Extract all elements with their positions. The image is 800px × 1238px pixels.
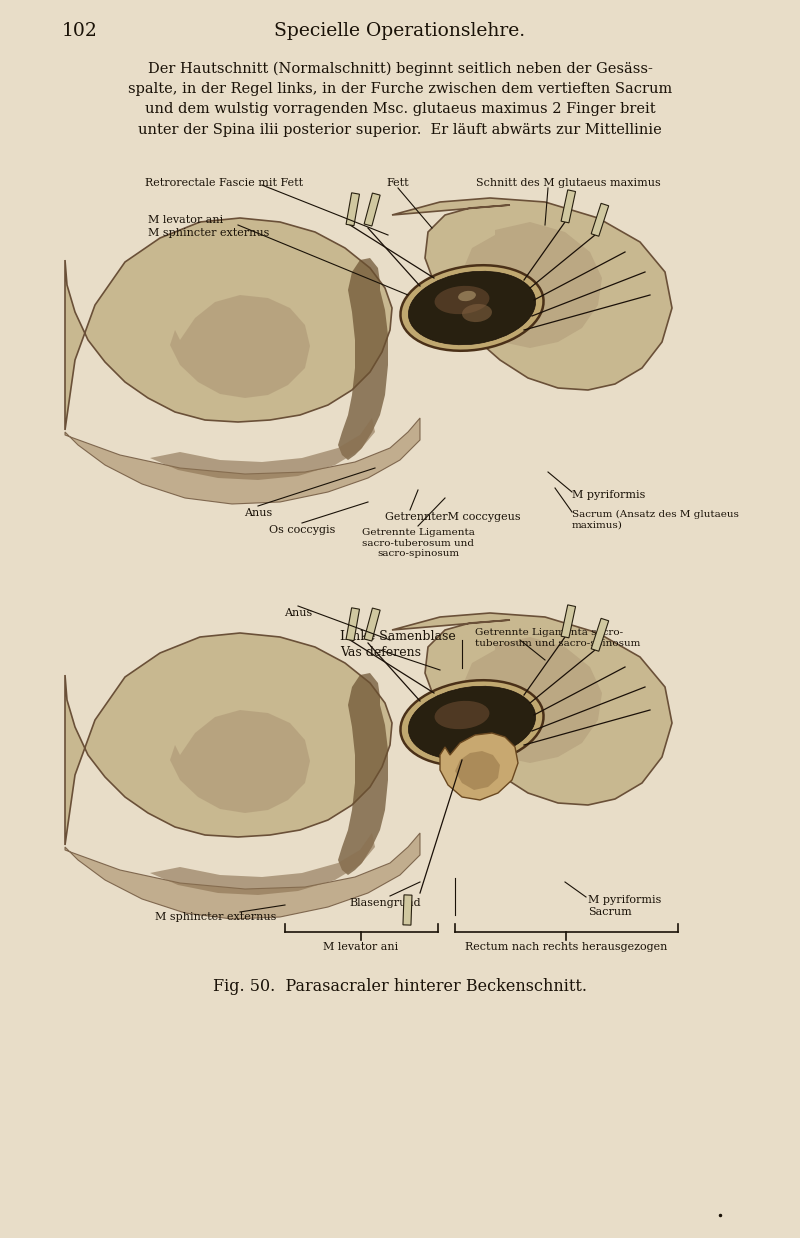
Text: Fett: Fett (386, 178, 410, 188)
Text: Retrorectale Fascie mit Fett: Retrorectale Fascie mit Fett (145, 178, 303, 188)
Polygon shape (462, 222, 602, 348)
Text: Blasengrund: Blasengrund (349, 898, 421, 907)
Ellipse shape (401, 265, 543, 350)
Polygon shape (455, 751, 500, 790)
Polygon shape (440, 733, 518, 800)
Text: M pyriformis: M pyriformis (572, 490, 646, 500)
Polygon shape (346, 608, 359, 641)
Ellipse shape (458, 291, 476, 301)
Ellipse shape (401, 680, 543, 766)
Polygon shape (561, 605, 575, 638)
Text: Anus: Anus (244, 508, 272, 517)
Polygon shape (338, 673, 388, 875)
Text: M sphincter externus: M sphincter externus (155, 912, 276, 922)
Polygon shape (364, 193, 380, 227)
Polygon shape (150, 418, 375, 480)
Polygon shape (591, 618, 609, 651)
Polygon shape (392, 613, 672, 805)
Text: Linke Samenblase
Vas deferens: Linke Samenblase Vas deferens (340, 630, 456, 659)
Text: Anus: Anus (284, 608, 312, 618)
Ellipse shape (409, 686, 535, 760)
Text: 102: 102 (62, 22, 98, 40)
Text: Schnitt des M glutaeus maximus: Schnitt des M glutaeus maximus (476, 178, 661, 188)
Ellipse shape (462, 305, 492, 322)
Polygon shape (65, 833, 420, 919)
Polygon shape (392, 198, 672, 390)
Text: Der Hautschnitt (Normalschnitt) beginnt seitlich neben der Gesäss-
spalte, in de: Der Hautschnitt (Normalschnitt) beginnt … (128, 62, 672, 136)
Polygon shape (65, 218, 392, 430)
Polygon shape (170, 295, 310, 397)
Polygon shape (150, 833, 375, 895)
Text: M levator ani: M levator ani (148, 215, 223, 225)
Polygon shape (561, 189, 575, 223)
Polygon shape (65, 633, 392, 846)
Polygon shape (338, 258, 388, 461)
Polygon shape (403, 895, 412, 925)
Text: Sacrum (Ansatz des M glutaeus
maximus): Sacrum (Ansatz des M glutaeus maximus) (572, 510, 739, 530)
Text: GetrennterM coccygeus: GetrennterM coccygeus (385, 513, 521, 522)
Text: Fig. 50.  Parasacraler hinterer Beckenschnitt.: Fig. 50. Parasacraler hinterer Beckensch… (213, 978, 587, 995)
Polygon shape (462, 638, 602, 763)
Text: M sphincter externus: M sphincter externus (148, 228, 270, 238)
Ellipse shape (434, 286, 490, 314)
Text: Specielle Operationslehre.: Specielle Operationslehre. (274, 22, 526, 40)
Text: Getrennte Ligamenta sacro-
tuberosum und sacro-spinosum: Getrennte Ligamenta sacro- tuberosum und… (475, 628, 640, 649)
Text: M levator ani: M levator ani (323, 942, 398, 952)
Text: Getrennte Ligamenta
sacro-tuberosum und
sacro-spinosum: Getrennte Ligamenta sacro-tuberosum und … (362, 527, 474, 558)
Ellipse shape (409, 271, 535, 344)
Text: Os coccygis: Os coccygis (269, 525, 335, 535)
Text: Rectum nach rechts herausgezogen: Rectum nach rechts herausgezogen (465, 942, 667, 952)
Polygon shape (591, 203, 609, 236)
Text: M pyriformis
Sacrum: M pyriformis Sacrum (588, 895, 662, 917)
Polygon shape (364, 608, 380, 641)
Polygon shape (65, 418, 420, 504)
Ellipse shape (434, 701, 490, 729)
Polygon shape (170, 711, 310, 813)
Polygon shape (346, 193, 359, 225)
